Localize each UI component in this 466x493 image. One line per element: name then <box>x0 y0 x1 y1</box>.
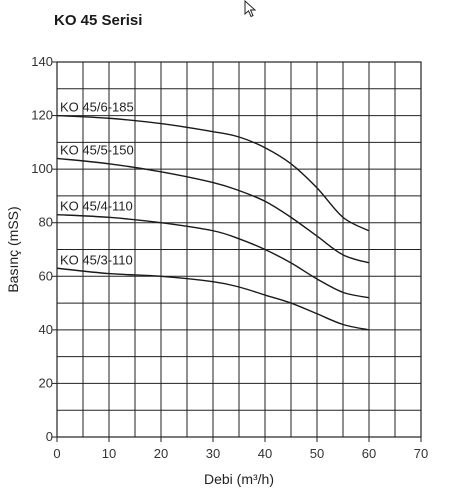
y-tick-label: 80 <box>39 215 53 230</box>
y-axis-ticks: 0 20 40 60 80 100 120 140 <box>31 54 57 444</box>
series-label: KO 45/4-110 <box>60 199 133 214</box>
y-tick-label: 0 <box>46 429 53 444</box>
series-label: KO 45/3-110 <box>60 252 133 267</box>
chart-title: KO 45 Serisi <box>54 12 143 29</box>
series-label: KO 45/5-150 <box>60 142 134 157</box>
y-tick-label: 20 <box>39 375 53 390</box>
x-tick-label: 70 <box>414 446 428 461</box>
x-tick-label: 20 <box>154 446 168 461</box>
x-tick-label: 50 <box>310 446 324 461</box>
mouse-pointer-icon <box>244 0 257 18</box>
y-axis-label: Basınç (mSS) <box>5 206 21 292</box>
series-line <box>56 114 370 232</box>
series-lines <box>56 114 370 331</box>
plot-border <box>56 61 422 438</box>
y-tick-label: 120 <box>31 108 53 123</box>
x-tick-label: 10 <box>102 446 116 461</box>
x-tick-label: 0 <box>53 446 60 461</box>
y-tick-label: 140 <box>31 54 53 69</box>
y-tick-label: 60 <box>39 268 53 283</box>
x-axis-ticks: 0 10 20 30 40 50 60 70 <box>53 437 428 461</box>
y-tick-label: 100 <box>31 161 53 176</box>
y-tick-label: 40 <box>39 322 53 337</box>
series-line <box>56 267 370 331</box>
x-tick-label: 40 <box>258 446 272 461</box>
x-tick-label: 30 <box>206 446 220 461</box>
series-line <box>56 157 370 264</box>
x-tick-label: 60 <box>362 446 376 461</box>
series-line <box>56 213 370 299</box>
series-label: KO 45/6-185 <box>60 100 134 115</box>
x-axis-label: Debi (m³/h) <box>204 471 274 487</box>
plot-frame <box>56 61 422 438</box>
series-labels: KO 45/6-185 KO 45/5-150 KO 45/4-110 KO 45/3… <box>60 100 134 268</box>
